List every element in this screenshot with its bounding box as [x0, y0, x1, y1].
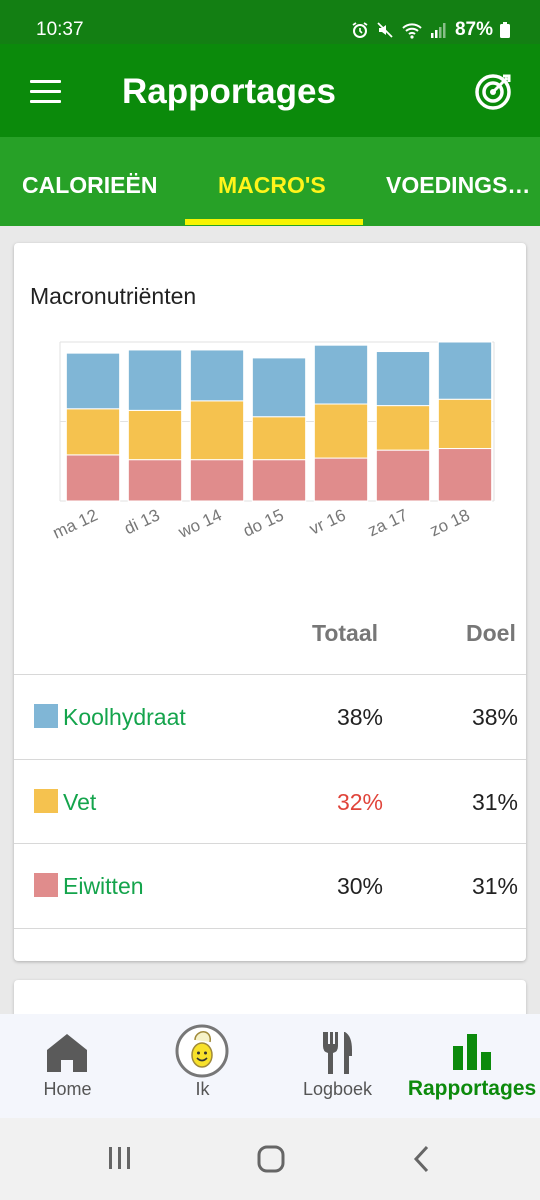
bar-chart-icon [453, 1034, 491, 1070]
nav-label-me: Ik [195, 1079, 210, 1099]
chart-bar-vet-4 [313, 403, 369, 459]
mute-icon [377, 22, 393, 38]
fork-knife-icon [323, 1032, 352, 1074]
chart-x-tick-label: wo 14 [175, 505, 225, 542]
macronutrients-chart: ma 12 di 13 wo 14 do 15 vr 16 za 17 zo 18 [50, 341, 495, 543]
battery-icon [500, 22, 510, 38]
chart-bar-vet-3 [251, 416, 307, 461]
hamburger-menu-icon[interactable] [30, 80, 64, 104]
fat-color-swatch [34, 789, 58, 813]
status-icons: 87% [351, 19, 510, 41]
protein-color-swatch [34, 873, 58, 897]
chart-x-tick-label: za 17 [365, 505, 411, 540]
battery-level: 87% [454, 19, 493, 40]
banana-avatar-icon [175, 1024, 229, 1078]
divider [14, 928, 526, 929]
chart-bar-vet-6 [437, 398, 493, 450]
chart-bar-eiwitten-6 [437, 448, 493, 502]
system-navigation-bar [0, 1118, 540, 1200]
chart-bar-vet-1 [127, 409, 183, 461]
protein-goal-value: 31% [471, 873, 518, 899]
fat-total-value: 32% [336, 789, 383, 815]
bottom-navigation: Home Ik Logboek Rapportages [0, 1014, 540, 1118]
tab-calories[interactable]: CALORIEËN [22, 172, 158, 198]
active-tab-indicator [185, 219, 363, 225]
tab-macros[interactable]: MACRO'S [218, 172, 326, 198]
tab-nutrients[interactable]: VOEDINGS… [386, 172, 531, 198]
nav-label-logbook: Logboek [302, 1079, 373, 1099]
chart-bar-eiwitten-0 [65, 454, 121, 502]
carbs-color-swatch [34, 704, 58, 728]
chart-bar-eiwitten-1 [127, 459, 183, 502]
chart-x-tick-label: zo 18 [427, 505, 473, 540]
chart-bar-koolhydraat-2 [189, 349, 245, 402]
chart-bar-eiwitten-3 [251, 459, 307, 502]
chart-x-tick-label: ma 12 [50, 505, 101, 542]
tab-bar: CALORIEËN MACRO'S VOEDINGS… [0, 137, 540, 226]
divider [14, 843, 526, 844]
chart-bar-eiwitten-4 [313, 457, 369, 502]
home-icon [47, 1034, 87, 1072]
column-header-goal: Doel [466, 620, 516, 646]
app-bar: Rapportages [0, 44, 540, 137]
row-label-fat: Vet [63, 789, 97, 815]
card-title: Macronutriënten [30, 283, 197, 309]
chart-x-tick-label: di 13 [121, 505, 162, 538]
nav-logbook[interactable]: Logboek [285, 1014, 390, 1118]
chart-bar-vet-0 [65, 408, 121, 456]
status-bar: 10:37 87% [0, 0, 540, 44]
nav-home[interactable]: Home [20, 1014, 115, 1118]
nav-label-home: Home [43, 1079, 92, 1099]
back-icon[interactable] [410, 1144, 434, 1174]
protein-total-value: 30% [336, 873, 383, 899]
chart-bar-koolhydraat-5 [375, 351, 431, 407]
nav-me[interactable]: Ik [155, 1014, 250, 1118]
nav-label-reports: Rapportages [407, 1077, 537, 1100]
chart-bar-vet-5 [375, 405, 431, 451]
chart-x-tick-label: vr 16 [306, 505, 348, 538]
home-button-icon[interactable] [256, 1144, 286, 1174]
chart-bar-eiwitten-2 [189, 459, 245, 502]
nav-reports[interactable]: Rapportages [404, 1014, 540, 1118]
chart-bar-koolhydraat-4 [313, 344, 369, 405]
chart-bar-koolhydraat-3 [251, 357, 307, 418]
chart-bar-eiwitten-5 [375, 449, 431, 502]
alarm-icon [352, 22, 368, 38]
carbs-total-value: 38% [336, 704, 383, 730]
row-label-carbs: Koolhydraat [63, 704, 186, 730]
row-label-protein: Eiwitten [63, 873, 144, 899]
carbs-goal-value: 38% [471, 704, 518, 730]
macronutrients-card: Macronutriënten ma 12 di 13 wo 14 do 15 vr 1… [14, 243, 526, 961]
divider [14, 674, 526, 675]
wifi-icon [402, 23, 422, 39]
target-icon[interactable] [474, 71, 514, 111]
chart-bar-koolhydraat-1 [127, 349, 183, 411]
fat-goal-value: 31% [471, 789, 518, 815]
chart-bar-vet-2 [189, 400, 245, 461]
status-time: 10:37 [36, 19, 84, 40]
chart-bar-koolhydraat-6 [437, 341, 493, 400]
column-header-total: Totaal [312, 620, 379, 646]
chart-x-tick-label: do 15 [240, 505, 287, 540]
recent-apps-icon[interactable] [106, 1144, 134, 1172]
signal-icon [430, 23, 446, 38]
divider [14, 759, 526, 760]
page-title: Rapportages [122, 72, 336, 111]
chart-bar-koolhydraat-0 [65, 352, 121, 410]
